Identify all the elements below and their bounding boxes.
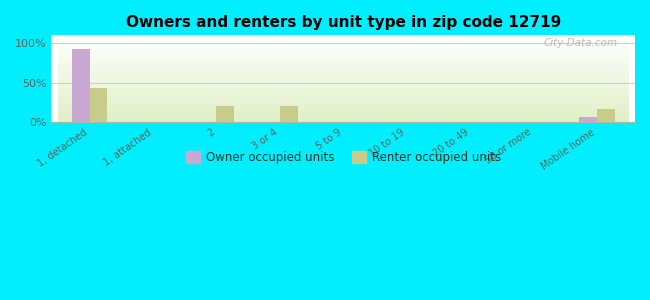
Bar — [216, 106, 234, 122]
Text: City-Data.com: City-Data.com — [543, 38, 618, 48]
Legend: Owner occupied units, Renter occupied units: Owner occupied units, Renter occupied un… — [181, 146, 506, 169]
Bar — [597, 109, 615, 122]
Bar — [280, 106, 298, 122]
Bar — [72, 49, 90, 122]
Title: Owners and renters by unit type in zip code 12719: Owners and renters by unit type in zip c… — [125, 15, 561, 30]
Bar — [90, 88, 107, 122]
Bar — [579, 117, 597, 122]
